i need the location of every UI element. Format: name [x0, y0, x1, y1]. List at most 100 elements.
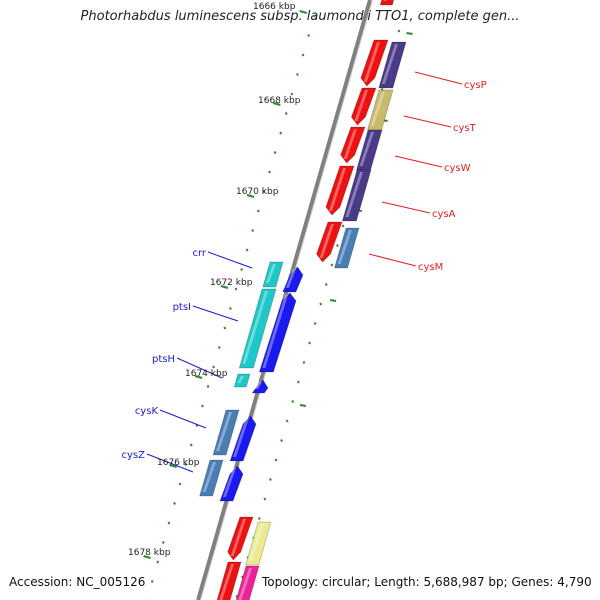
leader-cysM [368, 253, 417, 267]
ruler-label: 1672 kbp [210, 278, 253, 288]
cds-block-ptsH [251, 379, 269, 394]
ruler-major-tick [194, 375, 203, 379]
cds-block-cysK-shine [233, 418, 249, 457]
ruler-left-dot [256, 209, 260, 213]
cog-block-cysA [341, 169, 372, 222]
ruler-major-tick [143, 555, 151, 559]
ruler-major-tick [273, 102, 281, 106]
ruler-right-dot [336, 244, 339, 247]
cog-block-cysW-shine [359, 132, 374, 166]
cds-block-bottom-1 [227, 516, 254, 561]
cds-block-cysP-shine [363, 42, 380, 82]
cog-block-ptsI-shine [242, 291, 268, 364]
ruler-label: 1670 kbp [236, 187, 279, 197]
cds-block-cysK [229, 415, 257, 462]
cds-block-top [379, 0, 395, 6]
cog-block-cysK [212, 409, 240, 456]
cds-block-cysM-shine [319, 224, 334, 258]
ruler-right-dot [308, 341, 311, 345]
ruler-left-dot [307, 34, 311, 37]
ruler-major-tick [169, 464, 177, 468]
ruler-labels: 1668 kbp 1670 kbp 1672 kbp 1674 kbp 1676 kbp… [128, 2, 301, 558]
cds-block-cysT-shine [354, 90, 368, 121]
ruler-left-dot [312, 14, 316, 18]
cds-block-bottom-2 [216, 561, 242, 600]
cog-block-bottom-2 [235, 565, 260, 600]
ruler-label-top: 1666 kbp [253, 2, 296, 12]
cog-block-crr-shine [265, 264, 276, 283]
leader-cysZ [146, 453, 194, 473]
leader-ptsH [176, 357, 223, 379]
ruler-left-dot [178, 482, 182, 486]
leader-cysT [403, 115, 452, 128]
gene-label-cysT: cysT [453, 123, 477, 134]
ruler-left-dot [262, 190, 266, 193]
cds-block-cysT [350, 87, 377, 126]
ruler-left-dot [268, 170, 271, 174]
ruler-major-tick [220, 285, 229, 289]
ruler-left-dot [301, 53, 305, 57]
ruler-left-dot [251, 229, 255, 232]
leader-cysP [414, 71, 463, 85]
ruler-left-dot [234, 287, 238, 291]
cog-block-cysT-shine [370, 92, 385, 126]
gene-label-ptsI: ptsI [173, 302, 191, 313]
ruler-label: 1678 kbp [128, 548, 171, 558]
cog-block-ptsH [233, 373, 251, 388]
ruler-label: 1676 kbp [157, 458, 200, 468]
ruler-right-dot [319, 302, 323, 306]
cds-block-ptsI [258, 292, 297, 373]
cds-block-ptsI-shine [262, 295, 288, 368]
gene-features [199, 0, 407, 600]
cog-block-cysM [334, 227, 360, 269]
ruler-right-dot [285, 419, 289, 423]
ruler-right-dot [263, 497, 267, 501]
ruler-left-dot [173, 502, 176, 505]
accession-text: Accession: NC_005126 [9, 575, 146, 589]
gene-label-cysM: cysM [418, 262, 443, 273]
ruler-left-dot [240, 268, 243, 271]
cds-block-cysA-shine [328, 168, 346, 211]
ruler-right-tick [329, 299, 337, 302]
ruler-right-dot [302, 361, 306, 364]
cog-block-cysA-shine [345, 172, 363, 217]
cog-block-bottom-2-shine [238, 568, 252, 600]
leader-ptsI [192, 305, 239, 322]
ruler-right-dot [313, 322, 317, 325]
ruler-left-dot [290, 92, 294, 96]
cog-block-cysM-shine [337, 230, 352, 264]
ruler-right-dot [324, 283, 328, 286]
cog-block-bottom-1 [245, 521, 272, 566]
ruler-left-dot [245, 248, 249, 252]
ruler-label: 1674 kbp [185, 369, 228, 379]
ruler-left-dot [201, 404, 204, 408]
ruler-left-dot [150, 580, 154, 583]
ruler-left-dot [217, 346, 221, 349]
cds-block-cysM [316, 221, 343, 263]
ruler-right-dot [330, 263, 334, 267]
cog-block-cysP [378, 41, 407, 89]
ruler-left-dot [167, 521, 171, 525]
gene-label-cysW: cysW [444, 163, 471, 174]
cog-block-ptsI [238, 288, 277, 369]
cds-block-cysA [325, 165, 355, 216]
cog-block-cysP-shine [381, 44, 398, 84]
ruler-left-dot [279, 131, 283, 135]
ruler-left-dot [189, 443, 193, 447]
topology-summary: Topology: circular; Length: 5,688,987 bp… [262, 575, 592, 589]
cds-block-crr-shine [285, 269, 296, 288]
cds-block-crr [282, 266, 304, 293]
ruler-right-dot [397, 29, 401, 33]
ruler-right-dot [291, 400, 295, 403]
ruler-left-dot [206, 385, 210, 388]
ruler-right-tick [299, 404, 307, 407]
cog-block-cysZ-shine [202, 462, 216, 492]
ruler-right-tick [406, 32, 413, 35]
gene-label-leaders [146, 71, 463, 473]
ruler-right-dot [269, 478, 272, 481]
cds-block-bottom-2-shine [219, 564, 234, 600]
ruler-left-dot [184, 463, 188, 466]
cog-block-cysZ [199, 459, 224, 497]
ruler-left-dot [273, 151, 277, 154]
